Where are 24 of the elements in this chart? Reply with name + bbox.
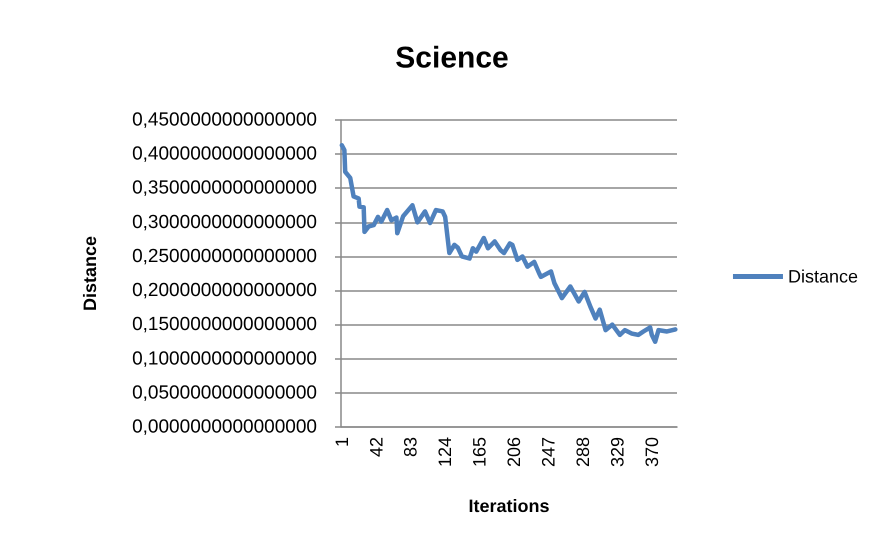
y-tick-label: 0,4000000000000000 <box>132 144 317 165</box>
y-tick-label: 0,0000000000000000 <box>132 416 317 438</box>
y-tick-label: 0,2000000000000000 <box>132 280 317 302</box>
y-tick-label: 0,2500000000000000 <box>132 246 317 267</box>
y-tick-label: 0,3500000000000000 <box>132 178 317 199</box>
chart-title: Science <box>395 42 509 74</box>
x-tick-label: 1 <box>332 437 352 448</box>
x-tick-label: 42 <box>366 437 386 458</box>
x-tick-label: 288 <box>572 437 593 468</box>
x-tick-label: 247 <box>538 437 558 468</box>
y-tick-label: 0,3000000000000000 <box>132 212 317 233</box>
legend-label: Distance <box>788 266 858 286</box>
x-axis-title: Iterations <box>468 496 550 516</box>
y-tick-label: 0,1500000000000000 <box>132 314 317 336</box>
x-tick-label: 370 <box>642 437 662 468</box>
y-axis-title: Distance <box>80 236 100 312</box>
x-tick-label: 83 <box>400 437 421 458</box>
y-tick-label: 0,4500000000000000 <box>132 110 317 130</box>
y-tick-label: 0,1000000000000000 <box>132 348 317 370</box>
x-tick-label: 124 <box>435 437 456 468</box>
x-tick-label: 206 <box>504 437 524 468</box>
x-tick-label: 165 <box>470 437 490 468</box>
y-tick-label: 0,0500000000000000 <box>132 382 317 404</box>
x-tick-label: 329 <box>607 437 628 468</box>
